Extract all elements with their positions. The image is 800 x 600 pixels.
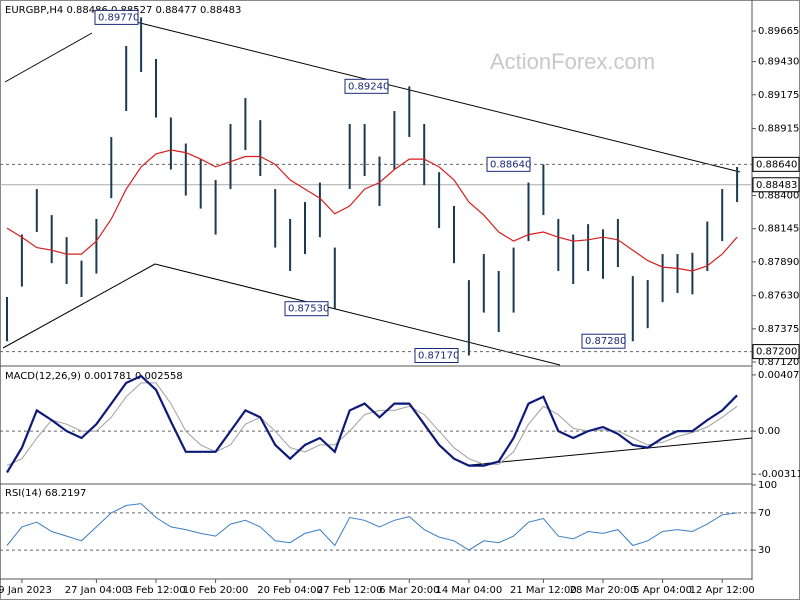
last-price-label: 0.88483 xyxy=(756,180,797,191)
x-tick-label: 28 Mar 20:00 xyxy=(570,585,637,596)
y-tick-label: 0.87375 xyxy=(758,324,799,335)
annotation-box xyxy=(284,301,329,317)
y-tick-label: 0.87630 xyxy=(758,291,799,302)
annotation-box xyxy=(94,9,139,25)
y-tick-label: -0.003119 xyxy=(758,469,800,480)
y-tick-label: 0.89665 xyxy=(758,26,799,37)
x-tick-label: 6 Mar 20:00 xyxy=(379,585,439,596)
trend-line xyxy=(469,437,753,466)
annotation-label: 0.87280 xyxy=(585,336,626,347)
x-tick-label: 21 Mar 12:00 xyxy=(510,585,577,596)
y-tick-label: 0.88400 xyxy=(758,191,799,202)
trend-line xyxy=(154,263,561,366)
x-tick-label: 5 Apr 04:00 xyxy=(633,585,692,596)
y-tick-label: 0.87120 xyxy=(758,357,799,368)
line-series xyxy=(6,149,738,272)
level-label: 0.88640 xyxy=(756,159,797,170)
y-tick-label: 0.004078 xyxy=(758,370,800,381)
y-tick-label: 0.89430 xyxy=(758,57,799,68)
line-series xyxy=(6,382,738,467)
annotation-label: 0.87170 xyxy=(418,351,459,362)
panel-title: MACD(12,26,9) 0.001781 0.002558 xyxy=(5,371,183,382)
annotation-label: 0.87530 xyxy=(288,304,329,315)
annotation-box xyxy=(344,78,389,94)
level-label-box xyxy=(752,344,800,360)
annotation-box xyxy=(581,333,626,349)
trend-line xyxy=(2,263,156,349)
y-tick-label: 0.00 xyxy=(758,426,780,437)
level-label-box xyxy=(752,156,800,172)
annotation-label: 0.89240 xyxy=(348,81,389,92)
x-tick-label: 27 Jan 04:00 xyxy=(65,585,128,596)
trend-line xyxy=(4,32,93,83)
panel-title: RSI(14) 68.2197 xyxy=(5,488,86,499)
y-tick-label: 70 xyxy=(758,508,771,519)
annotation-box xyxy=(486,156,531,172)
x-tick-label: 19 Jan 2023 xyxy=(0,585,52,596)
x-tick-label: 10 Feb 20:00 xyxy=(183,585,249,596)
annotation-label: 0.88640 xyxy=(490,159,531,170)
annotation-box xyxy=(414,348,459,364)
level-label: 0.87200 xyxy=(756,347,797,358)
trend-lines xyxy=(2,19,753,466)
x-tick-label: 27 Feb 12:00 xyxy=(317,585,383,596)
x-tick-label: 14 Mar 04:00 xyxy=(436,585,503,596)
x-tick-label: 3 Feb 12:00 xyxy=(126,585,185,596)
annotation-label: 0.89770 xyxy=(98,12,139,23)
x-tick-label: 12 Apr 12:00 xyxy=(690,585,755,596)
trend-line xyxy=(127,19,741,173)
line-series xyxy=(6,503,738,551)
y-tick-label: 100 xyxy=(758,480,777,491)
line-series xyxy=(6,374,738,474)
y-tick-label: 0.87890 xyxy=(758,257,799,268)
y-tick-label: 0.88145 xyxy=(758,224,799,235)
y-tick-label: 30 xyxy=(758,545,771,556)
x-tick-label: 20 Feb 04:00 xyxy=(257,585,323,596)
last-price-box xyxy=(752,177,800,193)
y-tick-label: 0.89175 xyxy=(758,90,799,101)
y-tick-label: 0.88915 xyxy=(758,124,799,135)
watermark: ActionForex.com xyxy=(490,49,655,74)
